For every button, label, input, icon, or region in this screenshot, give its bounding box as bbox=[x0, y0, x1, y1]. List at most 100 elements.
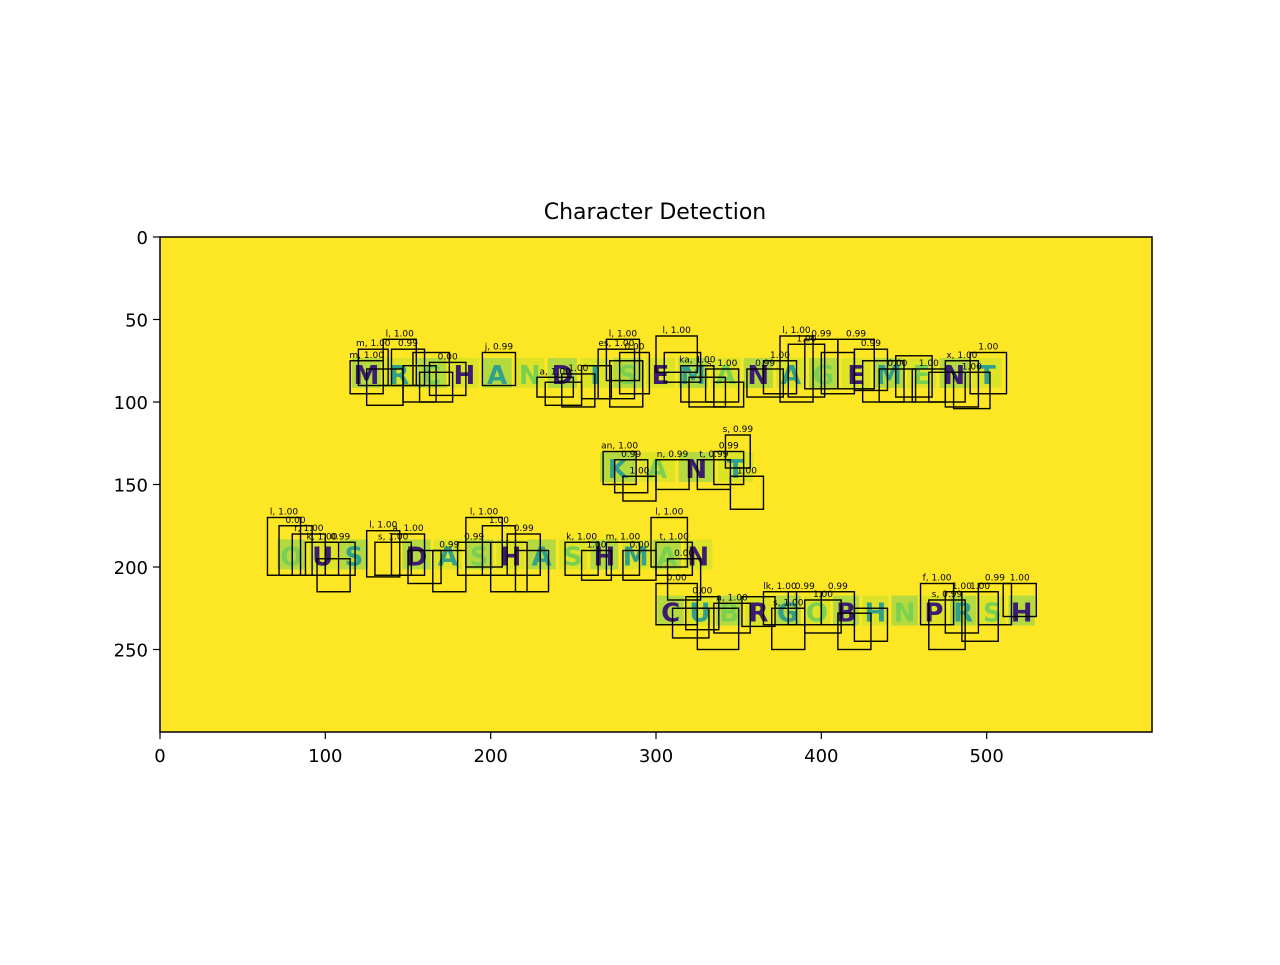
image-glyph: G bbox=[813, 361, 834, 391]
image-glyph: A bbox=[487, 361, 507, 391]
detection-box bbox=[853, 348, 889, 392]
detection-box bbox=[969, 351, 1008, 395]
detection-box bbox=[580, 549, 613, 581]
image-glyph-backdrop bbox=[684, 539, 713, 570]
y-tick-label: 0 bbox=[137, 228, 148, 249]
image-glyph: H bbox=[865, 599, 887, 629]
detection-box bbox=[746, 368, 785, 398]
image-glyph: H bbox=[1011, 599, 1033, 629]
image-glyph: A bbox=[657, 542, 677, 572]
detection-label: 0.00 bbox=[692, 587, 712, 597]
detection-box bbox=[481, 351, 517, 387]
detection-box bbox=[837, 338, 875, 390]
detection-label: k, 1.00 bbox=[566, 532, 597, 542]
detection-label: 1.00 bbox=[586, 541, 606, 551]
detection-box bbox=[655, 459, 690, 491]
detection-box bbox=[671, 607, 710, 639]
detection-box bbox=[536, 376, 575, 398]
detection-label: l, 1.00 bbox=[270, 508, 299, 518]
image-glyph: U bbox=[689, 599, 710, 629]
detection-label: 0.99 bbox=[828, 582, 848, 592]
image-glyph: B bbox=[719, 599, 739, 629]
image-glyph-backdrop bbox=[482, 357, 512, 388]
image-glyph: N bbox=[685, 455, 707, 485]
detection-box bbox=[618, 351, 651, 395]
detection-label: m, 1.00 bbox=[606, 532, 641, 542]
image-glyph: M bbox=[623, 542, 649, 572]
image-glyph: T bbox=[727, 455, 745, 485]
detection-box bbox=[412, 351, 451, 387]
detection-label: l, 1.00 bbox=[609, 329, 638, 339]
y-tick-label: 150 bbox=[114, 476, 148, 497]
detection-box bbox=[489, 541, 528, 593]
image-glyph-backdrop bbox=[841, 357, 871, 388]
detection-label: 0.99 bbox=[439, 541, 459, 551]
detection-box bbox=[724, 434, 751, 469]
detection-box bbox=[685, 596, 720, 631]
detection-label: a, 1.00 bbox=[716, 593, 748, 603]
detection-box bbox=[704, 368, 740, 403]
image-glyph-backdrop bbox=[621, 539, 650, 570]
image-glyph-backdrop bbox=[639, 452, 675, 482]
detection-label: n, 0.99 bbox=[657, 450, 689, 460]
detection-box bbox=[407, 549, 442, 585]
detection-boxes: m, 1.00m, 1.00l, 1.000.990.00j, 0.99a, 1… bbox=[266, 326, 1037, 651]
detection-label: 0.00 bbox=[674, 549, 694, 559]
detection-label: 1.00 bbox=[813, 590, 833, 600]
image-glyph-backdrop bbox=[465, 539, 494, 570]
x-tick-label: 500 bbox=[969, 746, 1003, 767]
image-glyph-backdrop bbox=[339, 539, 369, 570]
detection-label: s, 1.00 bbox=[378, 532, 409, 542]
detection-label: 0.00 bbox=[286, 516, 306, 526]
detection-box bbox=[804, 599, 842, 634]
detection-label: l, 1.00 bbox=[386, 329, 415, 339]
detection-label: 1.00 bbox=[970, 582, 990, 592]
image-glyph: E bbox=[651, 361, 669, 391]
detection-label: an, 1.00 bbox=[601, 442, 638, 452]
detection-box bbox=[961, 591, 999, 642]
detection-box bbox=[365, 530, 401, 578]
image-glyph-backdrop bbox=[527, 539, 556, 570]
image-glyph-backdrop bbox=[384, 357, 414, 388]
detection-box bbox=[428, 361, 467, 397]
detection-label: 1.00 bbox=[919, 359, 939, 369]
detection-box bbox=[666, 558, 702, 601]
image-glyph: R bbox=[748, 599, 768, 629]
y-tick-label: 50 bbox=[125, 311, 148, 332]
detection-box bbox=[324, 541, 356, 576]
detection-box bbox=[713, 602, 751, 634]
image-glyph: N bbox=[894, 599, 916, 629]
image-glyph: P bbox=[924, 599, 943, 629]
image-glyph: S bbox=[470, 542, 489, 572]
detection-box bbox=[696, 607, 740, 651]
image-glyph-backdrop bbox=[558, 539, 588, 570]
detection-label: f, 1.00 bbox=[923, 574, 952, 584]
detection-label: a, 1.00 bbox=[540, 367, 572, 377]
detection-label: 1.00 bbox=[978, 343, 998, 353]
image-glyph-backdrop bbox=[612, 357, 643, 388]
chart-title: Character Detection bbox=[544, 200, 766, 225]
detection-label: l, 1.00 bbox=[663, 326, 692, 336]
detection-box bbox=[713, 381, 745, 408]
image-glyph-backdrop bbox=[776, 357, 806, 388]
detection-label: 0.99 bbox=[719, 442, 739, 452]
detection-label: 1.00 bbox=[952, 582, 972, 592]
image-glyph: S bbox=[618, 361, 637, 391]
detection-box bbox=[605, 338, 641, 382]
detection-label: r, 1.00 bbox=[294, 524, 324, 534]
detection-label: l, 1.00 bbox=[655, 508, 684, 518]
image-glyph: O bbox=[280, 542, 302, 572]
detection-box bbox=[741, 596, 776, 628]
detection-box bbox=[506, 533, 541, 576]
detection-label: 0.00 bbox=[887, 359, 907, 369]
image-glyph-backdrop bbox=[891, 595, 918, 626]
image-glyph: C bbox=[661, 599, 680, 629]
image-glyph-backdrop bbox=[743, 357, 773, 388]
detection-box bbox=[609, 360, 644, 408]
detection-box bbox=[390, 348, 426, 387]
detection-label: 1.00 bbox=[737, 466, 757, 476]
detection-box bbox=[418, 371, 454, 403]
x-tick-label: 300 bbox=[639, 746, 673, 767]
detection-label: k, 1.00 bbox=[307, 532, 338, 542]
